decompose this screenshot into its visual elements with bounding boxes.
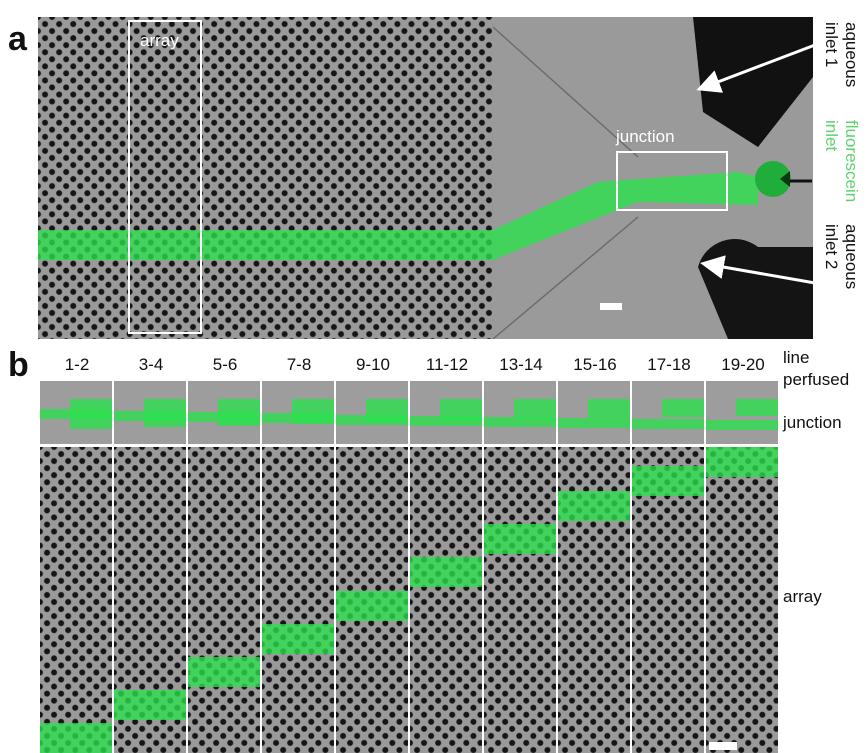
- fluorescein-inlet-well: [755, 161, 791, 197]
- inlet-1-line2: inlet 1: [822, 22, 842, 68]
- fluorescein-band: [558, 491, 630, 521]
- junction-thumbnail: [558, 381, 630, 444]
- label-aqueous-inlet-1: aqueous inlet 1: [822, 22, 861, 87]
- label-fluorescein-inlet: fluorescein inlet: [822, 120, 861, 202]
- fluorescein-band: [114, 690, 186, 720]
- array-thumbnail: [558, 447, 630, 753]
- fluorescein-band: [188, 657, 260, 687]
- fluorescein-line1: fluorescein: [842, 120, 861, 203]
- panel-a-micrograph: array junction: [38, 17, 813, 339]
- column-label: 7-8: [286, 355, 312, 374]
- column-label: 9-10: [355, 355, 391, 374]
- array-thumbnail: [114, 447, 186, 753]
- junction-box-label: junction: [616, 127, 675, 146]
- junction-thumbnail: [40, 381, 112, 444]
- arrow-inlet-2: [700, 255, 816, 285]
- column-label: 17-18: [647, 355, 691, 374]
- junction-box: [616, 151, 728, 211]
- inlet-2-well: [698, 238, 813, 339]
- panel-a-label: a: [8, 20, 27, 58]
- junction-thumbnail: [410, 381, 482, 444]
- fluorescein-band: [336, 591, 408, 621]
- array-thumbnail: [336, 447, 408, 753]
- fluorescein-band: [484, 524, 556, 554]
- junction-thumbnail: [484, 381, 556, 444]
- column-label: 5-6: [212, 355, 238, 374]
- junction-thumbnail: [262, 381, 334, 444]
- line-label: line: [783, 348, 810, 367]
- fluorescein-band: [262, 624, 334, 654]
- junction-thumbnail: [336, 381, 408, 444]
- array-row-label: array: [783, 587, 822, 606]
- column-label: 11-12: [425, 355, 469, 374]
- junction-thumbnail: [114, 381, 186, 444]
- channel-network-svg: [492, 17, 813, 339]
- junction-thumbnail: [706, 381, 778, 444]
- scale-bar-a: [600, 303, 622, 310]
- channel-edge-lower: [492, 216, 639, 339]
- column-label: 19-20: [721, 355, 765, 374]
- array-box: [128, 20, 202, 334]
- array-thumbnail: [188, 447, 260, 753]
- inlet-1-line1: aqueous: [842, 22, 861, 88]
- junction-row-label: junction: [783, 413, 842, 432]
- label-aqueous-inlet-2: aqueous inlet 2: [822, 224, 861, 289]
- fluorescein-band: [410, 557, 482, 587]
- column-label: 15-16: [573, 355, 617, 374]
- scale-bar-b: [709, 742, 737, 750]
- column-label: 3-4: [138, 355, 164, 374]
- inlet-2-line2: inlet 2: [822, 224, 842, 270]
- inlet-1-well: [693, 17, 813, 147]
- channel-edge-upper: [492, 26, 639, 158]
- array-thumbnail: [632, 447, 704, 753]
- fluorescein-stream-channel: [493, 172, 758, 260]
- fluorescein-band: [40, 723, 112, 753]
- perfused-label: perfused: [783, 370, 850, 389]
- fluorescein-band: [706, 447, 778, 477]
- array-thumbnail: [410, 447, 482, 753]
- column-label: 13-14: [499, 355, 543, 374]
- fluorescein-line2: inlet: [822, 120, 842, 152]
- inlet-2-line1: aqueous: [842, 224, 861, 290]
- pillar-array-region: [38, 17, 493, 339]
- array-thumbnail: [40, 447, 112, 753]
- junction-thumbnail: [188, 381, 260, 444]
- array-thumbnail: [484, 447, 556, 753]
- array-box-label: array: [140, 31, 179, 50]
- junction-thumbnail: [632, 381, 704, 444]
- fluorescein-stream-array: [38, 230, 493, 260]
- panel-b-label: b: [8, 346, 29, 384]
- array-thumbnail: [262, 447, 334, 753]
- arrow-inlet-1: [696, 43, 816, 93]
- column-label: 1-2: [64, 355, 90, 374]
- fluorescein-band: [632, 466, 704, 496]
- fluorescein-inlet-marker: [780, 171, 790, 187]
- array-thumbnail: [706, 447, 778, 753]
